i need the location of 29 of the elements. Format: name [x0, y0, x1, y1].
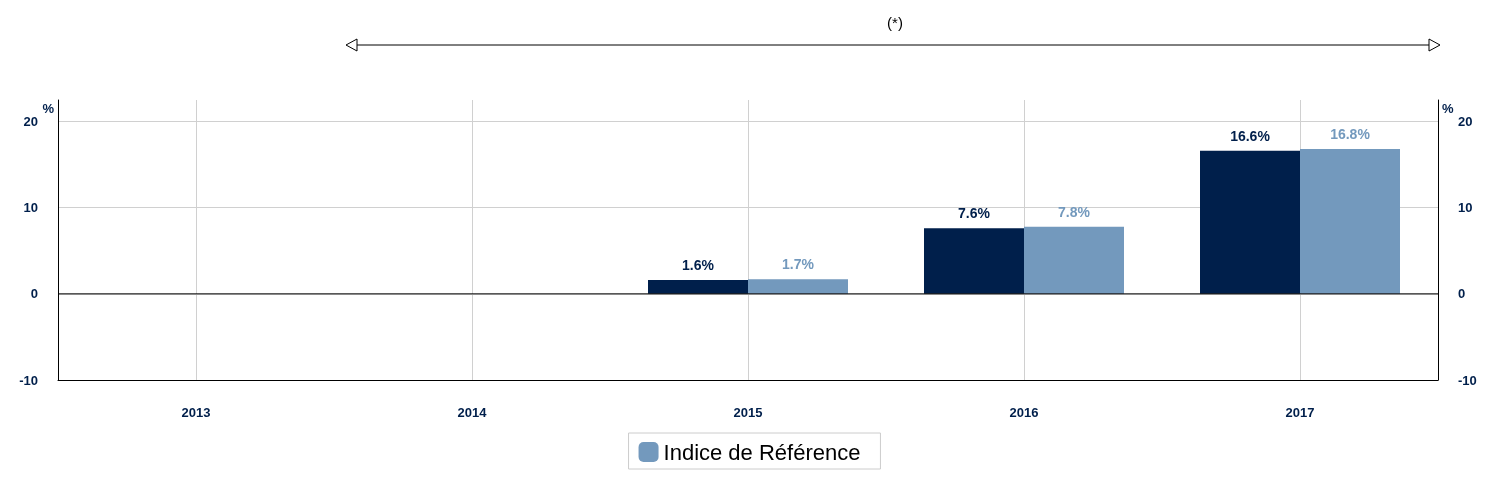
- legend-label: Indice de Référence: [663, 439, 861, 465]
- data-label: 16.8%: [1330, 126, 1371, 143]
- data-label: 16.6%: [1230, 127, 1271, 144]
- y2-tick-label: 10: [1458, 200, 1473, 216]
- x-tick-label: 2014: [457, 405, 488, 420]
- y2-tick-label: -10: [1458, 372, 1477, 388]
- data-label: 7.8%: [1058, 203, 1091, 220]
- x-tick-label: 2017: [1285, 405, 1315, 420]
- bar: [1200, 150, 1300, 294]
- y-tick-label: 20: [23, 114, 38, 130]
- data-label: 1.6%: [682, 257, 715, 274]
- y-tick-label: 0: [30, 286, 38, 302]
- y-axis-title: %: [42, 101, 55, 117]
- x-tick-label: 2015: [733, 405, 763, 420]
- bar: [648, 280, 748, 294]
- x-tick-label: 2016: [1009, 405, 1039, 420]
- y2-tick-label: 0: [1458, 286, 1466, 302]
- y-tick-label: 10: [23, 200, 38, 216]
- bar: [1024, 226, 1124, 294]
- bar: [924, 228, 1024, 294]
- text: (*): [887, 14, 903, 31]
- data-label: 7.6%: [958, 205, 991, 222]
- bar: [748, 279, 848, 294]
- y2-tick-label: 20: [1458, 114, 1473, 130]
- x-tick-label: 2013: [181, 405, 211, 420]
- y-tick-label: -10: [19, 372, 38, 388]
- data-label: 1.7%: [782, 256, 815, 273]
- y2-axis-title: %: [1442, 101, 1454, 117]
- bar: [1300, 149, 1400, 294]
